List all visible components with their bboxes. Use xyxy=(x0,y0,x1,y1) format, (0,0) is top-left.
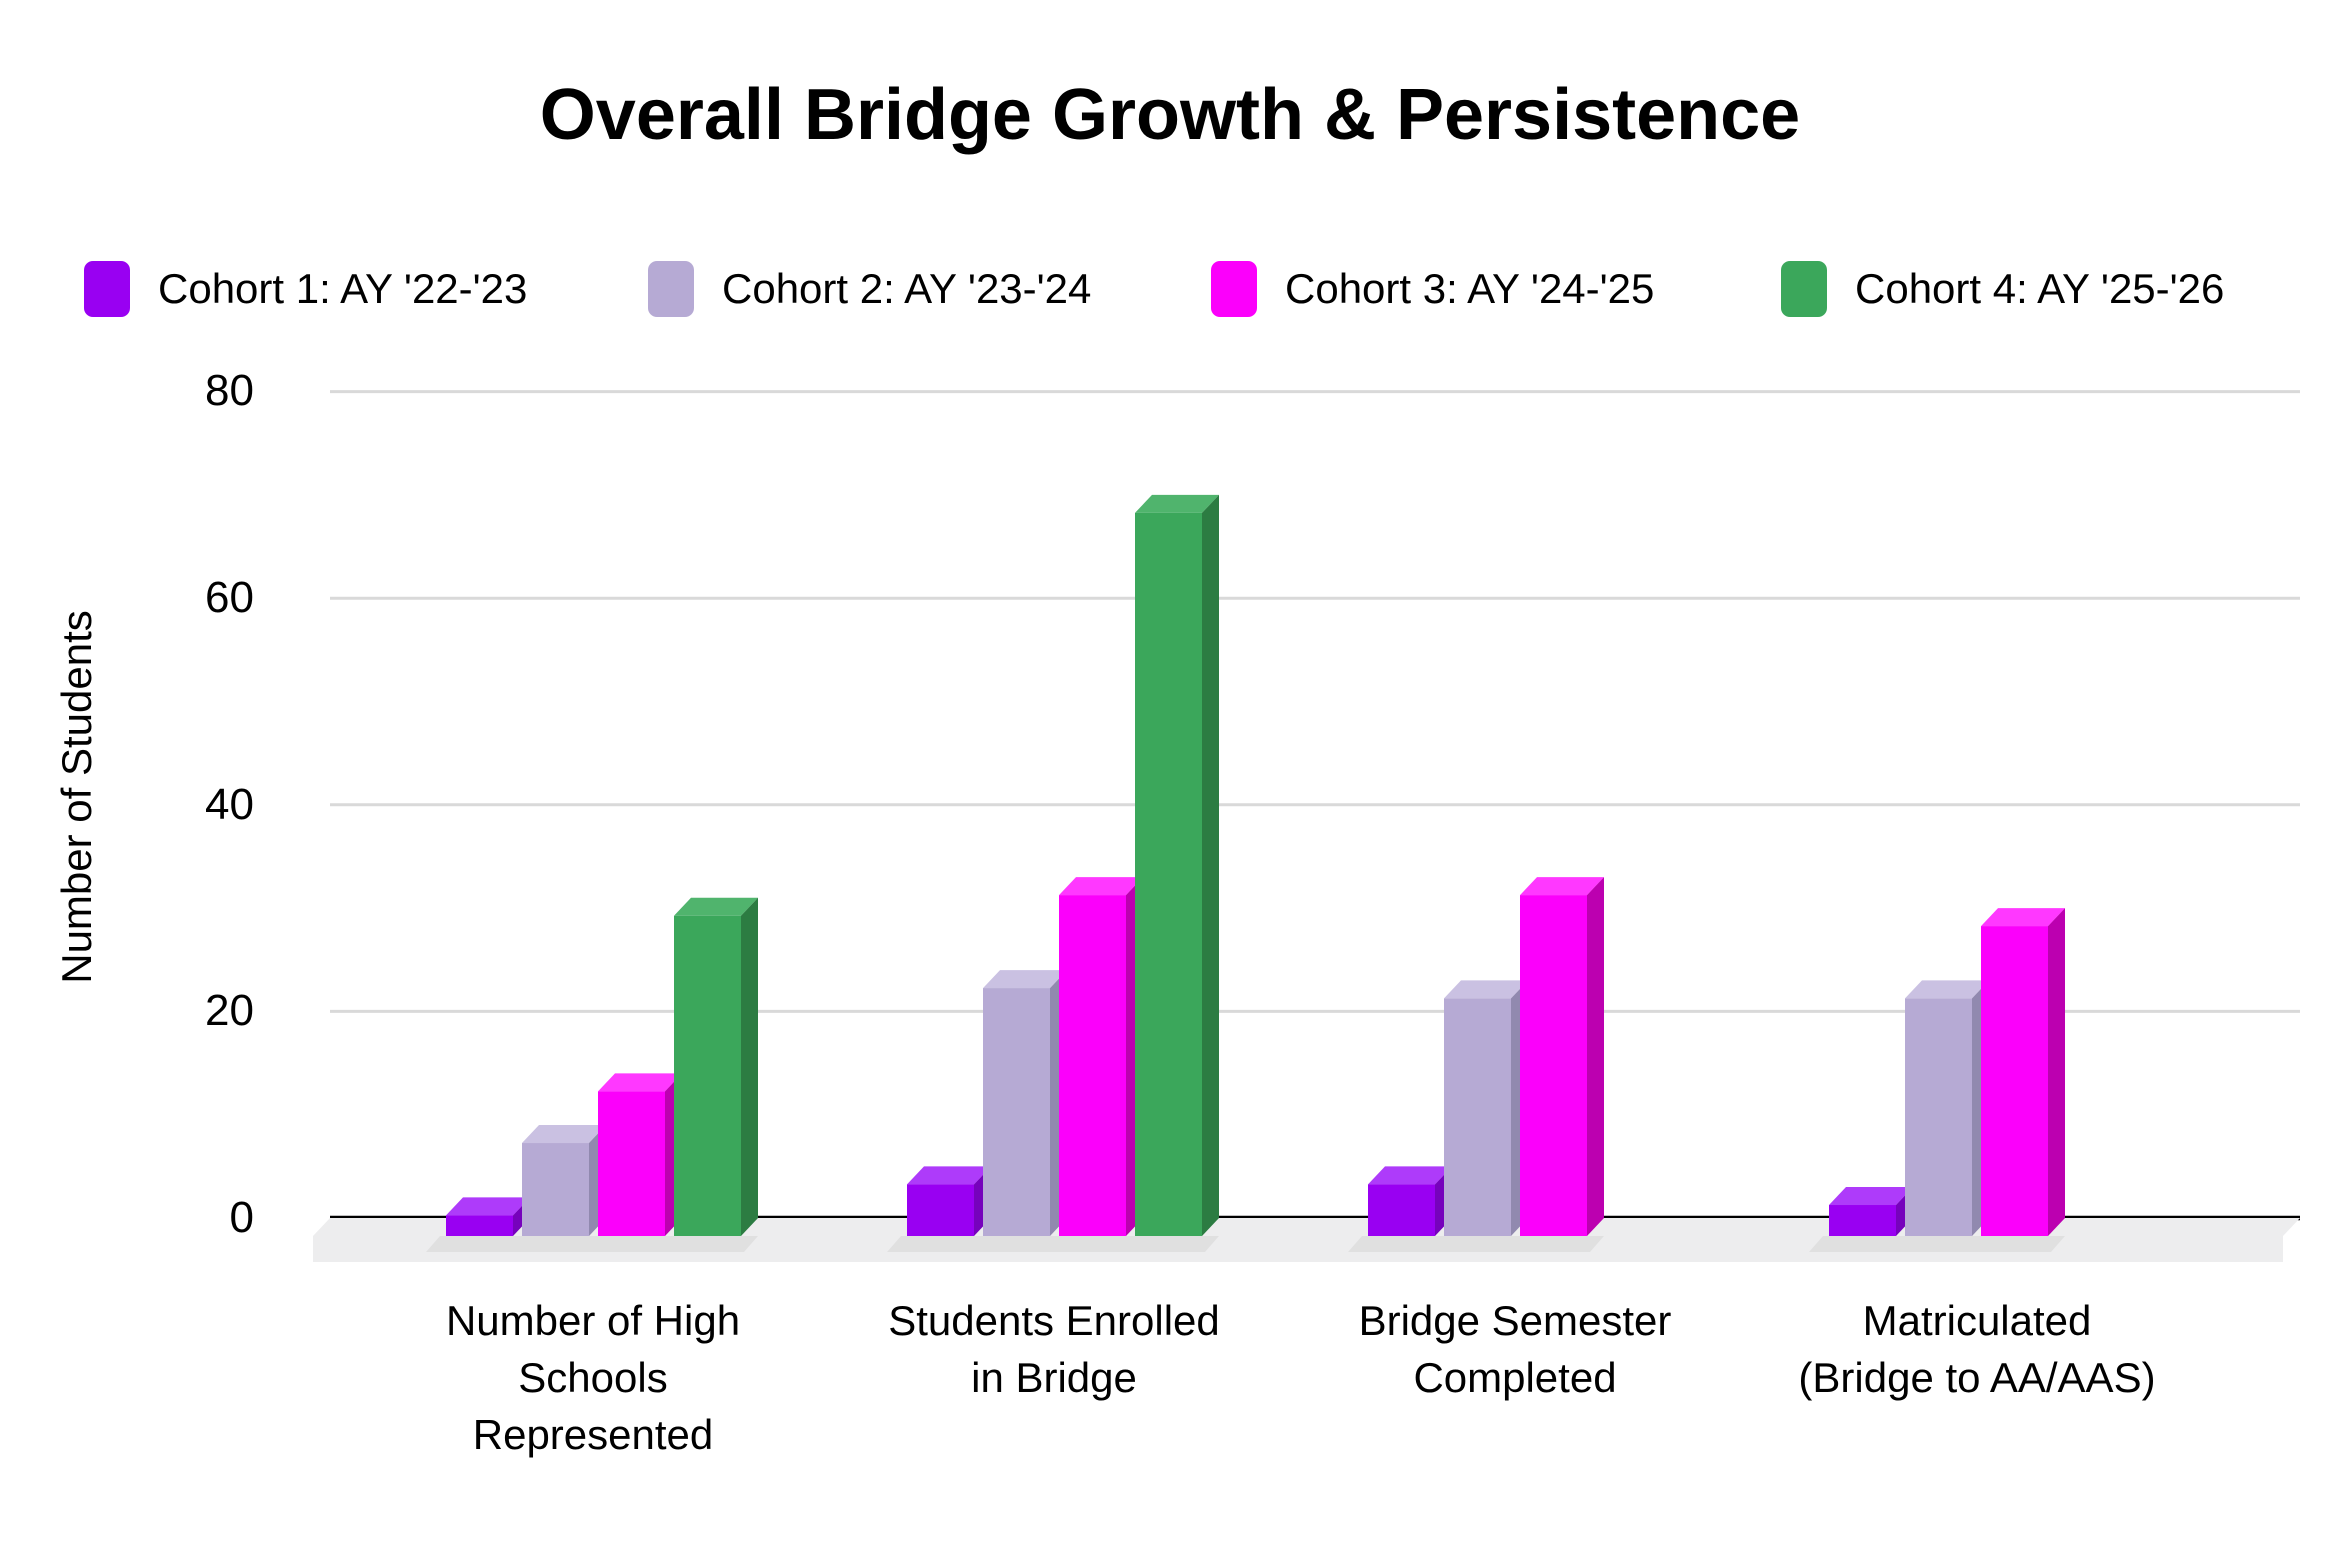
bar-front-face xyxy=(598,1091,665,1236)
bar-front-face xyxy=(1059,895,1126,1236)
category-label-line: Matriculated xyxy=(1862,1297,2092,1344)
bar-front-face xyxy=(1981,926,2048,1236)
bar-front-face xyxy=(1829,1205,1896,1236)
bar-side-face xyxy=(741,897,758,1236)
bar-cohort-3-category-2[interactable] xyxy=(1059,877,1143,1236)
category-label-line: (Bridge to AA/AAS) xyxy=(1798,1354,2156,1401)
category-label-line: Represented xyxy=(472,1411,714,1458)
y-tick-60: 60 xyxy=(205,573,254,622)
bar-group-shadow xyxy=(1348,1236,1604,1252)
category-label-completed: Bridge Semester Completed xyxy=(1285,1292,1745,1406)
bar-cohort-4-category-2[interactable] xyxy=(1135,494,1219,1236)
bar-cohort-2-category-3[interactable] xyxy=(1444,980,1528,1236)
bar-group-shadow xyxy=(426,1236,758,1252)
bar-front-face xyxy=(1444,998,1511,1236)
bar-front-face xyxy=(1368,1184,1435,1236)
bar-front-face xyxy=(983,988,1050,1236)
bar-front-face xyxy=(522,1143,589,1236)
bar-side-face xyxy=(1587,877,1604,1236)
y-tick-20: 20 xyxy=(205,986,254,1035)
bar-cohort-3-category-4[interactable] xyxy=(1981,908,2065,1236)
bar-cohort-1-category-3[interactable] xyxy=(1368,1166,1452,1236)
bar-top-face xyxy=(674,897,758,916)
category-label-line: Completed xyxy=(1413,1354,1617,1401)
bar-top-face xyxy=(598,1073,682,1092)
bar-side-face xyxy=(1202,494,1219,1236)
bar-cohort-2-category-2[interactable] xyxy=(983,970,1067,1236)
legend-label-cohort-3: Cohort 3: AY '24-'25 xyxy=(1285,265,1655,312)
bar-front-face xyxy=(907,1184,974,1236)
legend-item-cohort-4[interactable]: Cohort 4: AY '25-'26 xyxy=(1781,260,2224,318)
category-label-line: Number of High xyxy=(445,1297,741,1344)
y-tick-80: 80 xyxy=(205,366,254,415)
chart-floor xyxy=(313,1218,2300,1262)
bar-top-face xyxy=(1829,1187,1913,1206)
legend-item-cohort-2[interactable]: Cohort 2: AY '23-'24 xyxy=(648,260,1091,318)
bar-cohort-2-category-1[interactable] xyxy=(522,1125,606,1236)
category-label-line: Bridge Semester xyxy=(1358,1297,1672,1344)
bar-top-face xyxy=(522,1125,606,1144)
legend-label-cohort-2: Cohort 2: AY '23-'24 xyxy=(722,265,1092,312)
bar-top-face xyxy=(1368,1166,1452,1185)
legend-swatch-cohort-2-icon xyxy=(648,261,694,317)
bar-top-face xyxy=(446,1197,530,1216)
legend-item-cohort-1[interactable]: Cohort 1: AY '22-'23 xyxy=(84,260,527,318)
bar-top-face xyxy=(1981,908,2065,927)
bar-front-face xyxy=(674,915,741,1236)
bar-cohort-1-category-1[interactable] xyxy=(446,1197,530,1236)
bar-top-face xyxy=(983,970,1067,989)
bar-top-face xyxy=(907,1166,991,1185)
category-label-line: Students Enrolled xyxy=(888,1297,1220,1344)
bar-front-face xyxy=(1520,895,1587,1236)
legend-swatch-cohort-1-icon xyxy=(84,261,130,317)
bar-cohort-2-category-4[interactable] xyxy=(1905,980,1989,1236)
bar-group-shadow xyxy=(887,1236,1219,1252)
bar-cohort-4-category-1[interactable] xyxy=(674,897,758,1236)
bar-group-shadow xyxy=(1809,1236,2065,1252)
y-tick-40: 40 xyxy=(205,780,254,829)
bar-front-face xyxy=(1905,998,1972,1236)
bar-top-face xyxy=(1444,980,1528,999)
bar-front-face xyxy=(446,1215,513,1236)
bar-cohort-1-category-4[interactable] xyxy=(1829,1187,1913,1236)
legend-label-cohort-4: Cohort 4: AY '25-'26 xyxy=(1855,265,2225,312)
bar-side-face xyxy=(2048,908,2065,1236)
category-label-line: Schools xyxy=(518,1354,668,1401)
category-label-matriculated: Matriculated (Bridge to AA/AAS) xyxy=(1747,1292,2207,1406)
bar-cohort-3-category-1[interactable] xyxy=(598,1073,682,1236)
bar-front-face xyxy=(1135,512,1202,1236)
bar-top-face xyxy=(1905,980,1989,999)
bar-top-face xyxy=(1520,877,1604,896)
category-label-enrolled: Students Enrolled in Bridge xyxy=(824,1292,1284,1406)
bar-cohort-3-category-3[interactable] xyxy=(1520,877,1604,1236)
legend-label-cohort-1: Cohort 1: AY '22-'23 xyxy=(158,265,528,312)
chart-title: Overall Bridge Growth & Persistence xyxy=(539,75,1801,155)
legend-swatch-cohort-3-icon xyxy=(1211,261,1257,317)
bar-cohort-1-category-2[interactable] xyxy=(907,1166,991,1236)
category-label-high-schools: Number of High Schools Represented xyxy=(363,1292,823,1463)
category-label-line: in Bridge xyxy=(971,1354,1137,1401)
bar-top-face xyxy=(1059,877,1143,896)
legend-item-cohort-3[interactable]: Cohort 3: AY '24-'25 xyxy=(1211,260,1654,318)
bar-top-face xyxy=(1135,494,1219,513)
y-tick-0: 0 xyxy=(229,1193,254,1242)
legend-swatch-cohort-4-icon xyxy=(1781,261,1827,317)
